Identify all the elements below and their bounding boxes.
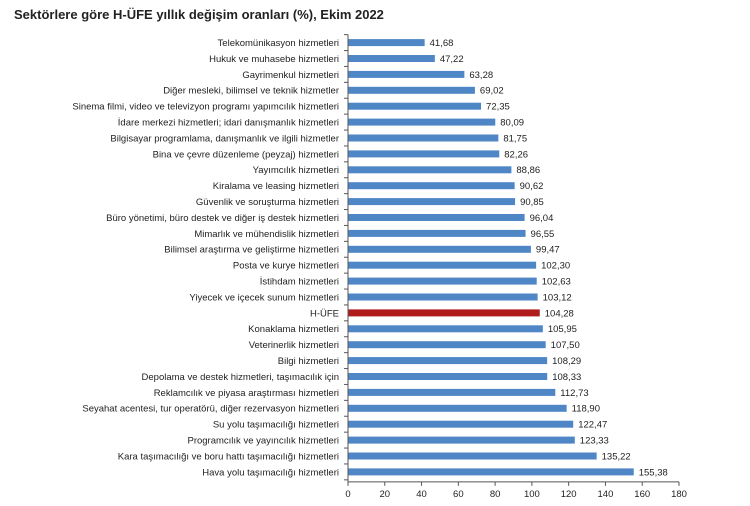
- category-label: Mimarlık ve mühendislik hizmetleri: [194, 229, 339, 240]
- category-label: Veterinerlik hizmetleri: [249, 340, 339, 351]
- bar: [348, 436, 575, 444]
- value-label: 47,22: [440, 54, 464, 65]
- bar: [348, 86, 475, 94]
- bar: [348, 404, 567, 412]
- value-label: 80,09: [500, 118, 524, 129]
- category-label: Seyahat acentesi, tur operatörü, diğer r…: [82, 404, 339, 415]
- x-tick-label: 20: [379, 489, 390, 500]
- bar: [348, 55, 435, 62]
- bar: [348, 325, 543, 333]
- value-label: 104,28: [545, 308, 574, 319]
- value-label: 90,85: [520, 197, 544, 208]
- value-label: 96,04: [530, 213, 554, 224]
- category-label: Konaklama hizmetleri: [248, 324, 339, 335]
- value-label: 69,02: [480, 86, 504, 97]
- x-tick-label: 60: [453, 489, 464, 500]
- category-label: Sinema filmi, video ve televizyon progra…: [72, 102, 339, 113]
- x-tick-label: 120: [561, 489, 577, 500]
- x-tick-label: 160: [634, 489, 650, 500]
- category-label: Bilgi hizmetleri: [278, 356, 339, 367]
- value-label: 99,47: [536, 245, 560, 256]
- category-label: Posta ve kurye hizmetleri: [233, 261, 339, 272]
- value-label: 135,22: [602, 451, 631, 462]
- bar: [348, 166, 512, 174]
- bar: [348, 39, 425, 47]
- category-label: Bilgisayar programlama, danışmanlık ve i…: [110, 133, 339, 144]
- category-label: Depolama ve destek hizmetleri, taşımacıl…: [142, 372, 339, 383]
- bar: [348, 388, 556, 396]
- category-label: Kiralama ve leasing hizmetleri: [213, 181, 339, 192]
- value-label: 108,29: [552, 356, 581, 367]
- bar: [348, 150, 500, 158]
- x-tick-label: 180: [671, 489, 687, 500]
- bar: [348, 102, 482, 110]
- value-label: 107,50: [551, 340, 580, 351]
- bar: [348, 134, 499, 142]
- value-label: 72,35: [486, 102, 510, 113]
- x-tick-label: 0: [345, 489, 350, 500]
- category-label: Yayımcılık hizmetleri: [253, 165, 339, 176]
- category-label: Hukuk ve muhasebe hizmetleri: [209, 54, 339, 65]
- x-tick-label: 140: [598, 489, 614, 500]
- x-tick-label: 80: [490, 489, 501, 500]
- bars-layer: Telekomünikasyon hizmetleri 41,68 Hukuk ve…: [72, 38, 667, 478]
- value-label: 155,38: [639, 467, 668, 478]
- bar: [348, 182, 515, 190]
- category-label: Gayrimenkul hizmetleri: [242, 70, 339, 81]
- category-label: Diğer mesleki, bilimsel ve teknik hizmet…: [163, 86, 339, 97]
- bar: [348, 118, 496, 126]
- value-label: 96,55: [531, 229, 555, 240]
- bar: [348, 70, 465, 78]
- bar: [348, 293, 538, 301]
- bar: [348, 261, 537, 269]
- category-label: Bina ve çevre düzenleme (peyzaj) hizmetl…: [153, 149, 339, 160]
- value-label: 102,63: [542, 277, 571, 288]
- value-label: 118,90: [572, 404, 600, 415]
- category-label: Telekomünikasyon hizmetleri: [218, 38, 339, 49]
- bar: [348, 373, 548, 380]
- category-label: Reklamcılık ve piyasa araştırması hizmet…: [154, 388, 339, 399]
- value-label: 123,33: [580, 436, 609, 447]
- value-label: 122,47: [578, 420, 607, 431]
- bar: [348, 341, 546, 349]
- bar: [348, 357, 548, 365]
- x-tick-label: 100: [524, 489, 540, 500]
- category-label: Programcılık ve yayıncılık hizmetleri: [187, 436, 339, 447]
- value-label: 112,73: [560, 388, 588, 399]
- bar: [348, 420, 574, 428]
- category-label: Yiyecek ve içecek sunum hizmetleri: [189, 292, 339, 303]
- value-label: 102,30: [541, 261, 570, 272]
- bar: [348, 229, 526, 237]
- category-label: Bilimsel araştırma ve geliştirme hizmetl…: [164, 245, 339, 256]
- category-label: Güvenlik ve soruşturma hizmetleri: [196, 197, 339, 208]
- category-label: H-ÜFE: [310, 308, 339, 319]
- value-label: 41,68: [430, 38, 454, 49]
- bar: [348, 468, 634, 476]
- bar: [348, 214, 525, 221]
- value-label: 108,33: [552, 372, 581, 383]
- bar: [348, 277, 537, 285]
- category-label: İstihdam hizmetleri: [260, 277, 339, 288]
- category-label: Su yolu taşımacılığı hizmetleri: [213, 420, 339, 431]
- category-label: Büro yönetimi, büro destek ve diğer iş d…: [106, 213, 339, 224]
- category-label: Kara taşımacılığı ve boru hattı taşımacı…: [118, 451, 339, 462]
- value-label: 88,86: [516, 165, 540, 176]
- x-tick-label: 40: [416, 489, 427, 500]
- bar-highlight: [348, 309, 540, 317]
- value-label: 63,28: [469, 70, 493, 81]
- value-label: 105,95: [548, 324, 577, 335]
- category-label: İdare merkezi hizmetleri; idari danışman…: [118, 118, 339, 129]
- value-label: 103,12: [543, 292, 572, 303]
- bar: [348, 452, 597, 460]
- axis-layer: 0 20 40 60 80 100 120 140 160 180: [344, 34, 687, 500]
- value-label: 90,62: [520, 181, 544, 192]
- bar: [348, 198, 516, 206]
- category-label: Hava yolu taşımacılığı hizmetleri: [202, 467, 339, 478]
- value-label: 81,75: [503, 133, 527, 144]
- chart-title: Sektörlere göre H-ÜFE yıllık değişim ora…: [14, 7, 384, 22]
- value-label: 82,26: [504, 149, 528, 160]
- bar: [348, 245, 531, 253]
